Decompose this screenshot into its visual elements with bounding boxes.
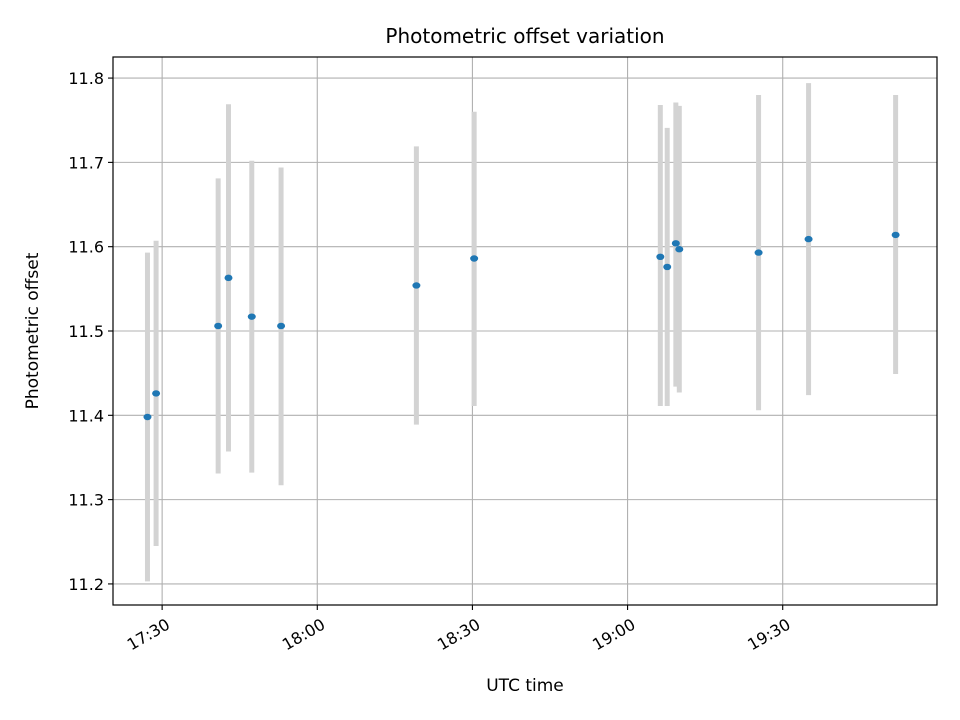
y-tick-label: 11.3 <box>68 491 104 510</box>
y-tick-label: 11.4 <box>68 406 104 425</box>
data-point <box>754 249 763 256</box>
data-point <box>277 322 286 330</box>
chart-title: Photometric offset variation <box>385 24 664 48</box>
y-tick-label: 11.8 <box>68 69 104 88</box>
data-point <box>152 390 161 397</box>
data-point <box>891 231 900 239</box>
y-tick-label: 11.6 <box>68 238 104 257</box>
data-point <box>663 263 672 271</box>
y-axis-label: Photometric offset <box>23 252 43 409</box>
data-point <box>214 322 223 330</box>
data-point <box>143 413 152 421</box>
data-point <box>412 282 421 289</box>
data-point <box>804 235 813 243</box>
data-point <box>247 313 256 320</box>
data-point <box>675 246 684 253</box>
data-point <box>656 253 665 261</box>
y-tick-label: 11.5 <box>68 322 104 341</box>
y-axis-ticks: 11.2 11.3 11.4 11.5 11.6 11.7 11.8 <box>68 69 113 594</box>
data-point <box>470 255 479 262</box>
x-axis-label: UTC time <box>486 676 564 696</box>
data-point <box>224 274 233 282</box>
data-point <box>671 240 680 247</box>
y-tick-label: 11.7 <box>68 153 104 172</box>
data-points <box>143 231 900 421</box>
y-tick-label: 11.2 <box>68 575 104 594</box>
